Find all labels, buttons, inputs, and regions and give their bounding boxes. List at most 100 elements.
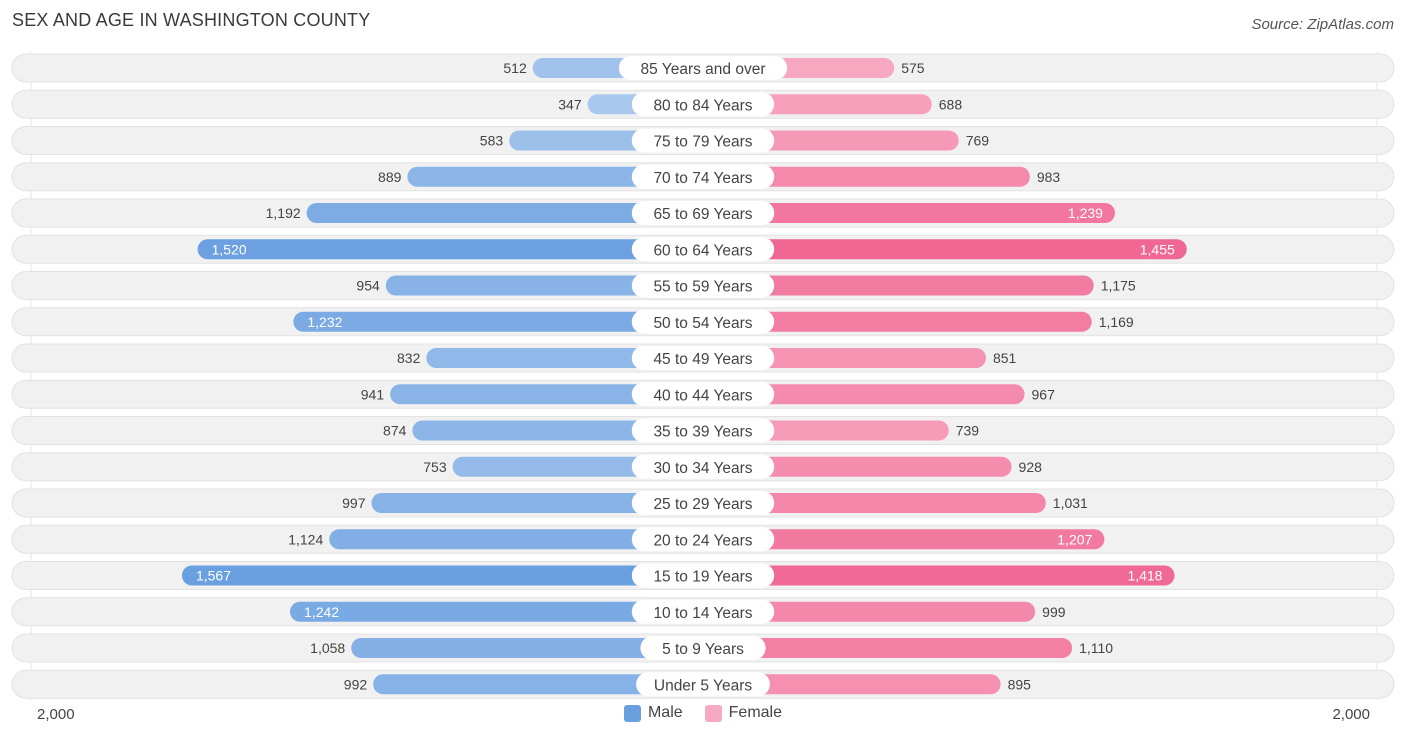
male-bar: [329, 529, 703, 550]
category-label: 35 to 39 Years: [653, 424, 752, 441]
legend: Male Female: [0, 704, 1406, 722]
female-value-label: 1,239: [1068, 205, 1103, 221]
male-bar: [293, 311, 703, 332]
legend-label-male: Male: [647, 704, 683, 721]
category-label: 5 to 9 Years: [662, 641, 744, 658]
legend-item-female: Female: [704, 704, 782, 722]
female-value-label: 739: [956, 423, 980, 439]
male-bar: [306, 203, 703, 223]
category-label: 10 to 14 Years: [653, 605, 752, 622]
category-label: Under 5 Years: [654, 677, 752, 694]
category-pill: [631, 418, 775, 443]
legend-swatch-male: [623, 704, 641, 722]
legend-swatch-female: [704, 704, 722, 722]
category-pill: [640, 636, 766, 660]
female-value-label: 967: [1032, 386, 1056, 402]
male-bar: [390, 384, 703, 405]
female-value-label: 999: [1042, 604, 1066, 620]
category-pill: [631, 563, 775, 588]
category-label: 80 to 84 Years: [653, 97, 752, 114]
female-value-label: 688: [939, 96, 963, 112]
male-value-label: 1,192: [266, 205, 301, 221]
category-pill: [631, 128, 775, 153]
male-value-label: 753: [423, 459, 447, 475]
category-label: 40 to 44 Years: [653, 387, 752, 404]
male-value-label: 1,232: [307, 314, 342, 330]
female-value-label: 575: [901, 60, 925, 76]
female-bar: [703, 203, 1115, 223]
category-pill: [618, 56, 788, 80]
category-label: 30 to 34 Years: [653, 460, 752, 477]
male-bar: [407, 166, 703, 187]
female-value-label: 1,169: [1099, 314, 1134, 330]
male-value-label: 889: [378, 169, 402, 185]
male-value-label: 1,520: [212, 241, 247, 257]
category-pill: [631, 309, 775, 334]
male-value-label: 941: [361, 386, 385, 402]
male-value-label: 954: [356, 278, 380, 294]
category-label: 75 to 79 Years: [653, 134, 752, 151]
male-bar: [373, 674, 703, 695]
female-bar: [703, 348, 986, 368]
female-bar: [703, 674, 1001, 695]
category-pill: [631, 273, 775, 298]
category-pill: [631, 237, 775, 262]
male-bar: [371, 493, 703, 513]
male-bar: [181, 565, 703, 586]
category-label: 20 to 24 Years: [653, 532, 752, 549]
legend-item-male: Male: [623, 704, 683, 722]
female-bar: [703, 493, 1046, 513]
female-value-label: 895: [1008, 676, 1032, 692]
male-bar: [290, 601, 703, 622]
male-bar: [412, 420, 703, 441]
female-bar: [703, 638, 1073, 658]
female-value-label: 1,207: [1057, 531, 1092, 547]
category-pill: [631, 92, 775, 117]
male-value-label: 1,242: [304, 604, 339, 620]
male-value-label: 512: [503, 60, 527, 76]
female-value-label: 1,418: [1127, 568, 1162, 584]
female-bar: [703, 456, 1012, 477]
category-pill: [631, 454, 775, 479]
female-bar: [703, 239, 1187, 260]
female-value-label: 769: [966, 133, 990, 149]
female-value-label: 1,110: [1079, 640, 1113, 656]
male-bar: [197, 239, 703, 260]
category-label: 25 to 29 Years: [653, 496, 752, 513]
male-bar: [351, 638, 703, 658]
male-value-label: 347: [558, 96, 582, 112]
female-value-label: 1,175: [1101, 278, 1136, 294]
female-bar: [703, 565, 1175, 586]
male-value-label: 583: [480, 133, 504, 149]
category-label: 60 to 64 Years: [653, 242, 752, 259]
female-value-label: 1,455: [1140, 241, 1175, 257]
male-value-label: 992: [344, 676, 368, 692]
category-pill: [631, 527, 775, 552]
category-pill: [631, 346, 775, 370]
chart-plot: 512 575 85 Years and over 347 688 80 to 84 Ye…: [11, 52, 1395, 700]
category-pill: [631, 382, 775, 407]
female-value-label: 1,031: [1053, 495, 1088, 511]
axis-right-label: 2,000: [1332, 706, 1370, 723]
category-label: 65 to 69 Years: [653, 206, 752, 223]
female-value-label: 983: [1037, 169, 1061, 185]
category-label: 70 to 74 Years: [653, 170, 752, 187]
female-bar: [703, 529, 1105, 550]
male-value-label: 1,058: [310, 640, 345, 656]
source-note: Source: ZipAtlas.com: [1251, 16, 1394, 33]
female-bar: [703, 275, 1094, 296]
female-bar: [703, 311, 1092, 332]
male-value-label: 874: [383, 423, 407, 439]
category-pill: [631, 201, 775, 225]
male-value-label: 997: [342, 495, 366, 511]
category-pill: [631, 491, 775, 515]
female-bar: [703, 166, 1030, 187]
category-pill: [636, 672, 770, 697]
female-value-label: 928: [1019, 459, 1043, 475]
category-label: 85 Years and over: [641, 61, 766, 78]
category-pill: [631, 164, 775, 189]
category-pill: [631, 599, 775, 624]
category-label: 55 to 59 Years: [653, 279, 752, 296]
male-value-label: 1,124: [288, 531, 323, 547]
category-label: 15 to 19 Years: [653, 569, 752, 586]
